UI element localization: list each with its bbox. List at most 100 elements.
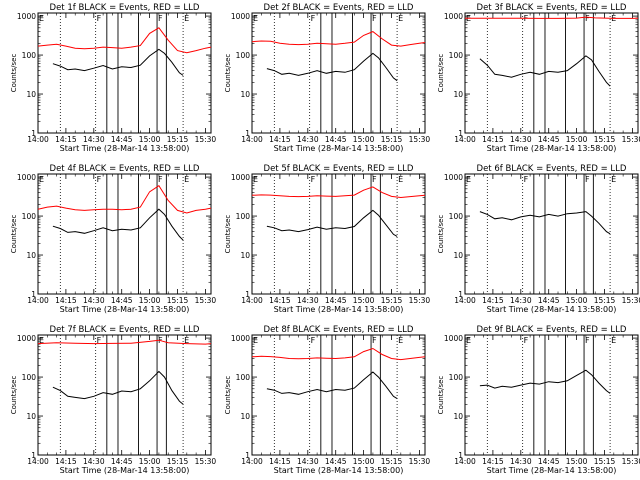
- segment-marker: F: [585, 175, 590, 184]
- x-tick-label: 14:00: [27, 457, 49, 466]
- segment-marker: E: [398, 14, 403, 23]
- x-tick-label: 14:45: [325, 135, 347, 144]
- x-tick-label: 15:00: [566, 135, 588, 144]
- series-events-line: [266, 371, 398, 400]
- segment-marker: E: [253, 175, 258, 184]
- x-tick-label: 14:45: [111, 457, 133, 466]
- x-tick-label: 14:45: [111, 296, 133, 305]
- y-tick-label: 1000: [17, 173, 36, 182]
- y-tick-label: 1: [31, 129, 36, 138]
- x-tick-label: 15:15: [594, 457, 616, 466]
- x-tick-label: 15:15: [167, 457, 189, 466]
- segment-marker: F: [158, 175, 163, 184]
- x-axis-label: Start Time (28-Mar-14 13:58:00): [60, 144, 190, 153]
- x-tick-label: 14:00: [241, 296, 263, 305]
- segment-marker: F: [524, 175, 529, 184]
- y-tick-label: 10: [240, 90, 250, 99]
- y-tick-label: 1000: [231, 334, 250, 343]
- x-tick-label: 15:30: [195, 296, 217, 305]
- y-tick-label: 100: [449, 212, 464, 221]
- x-tick-label: 15:00: [139, 457, 161, 466]
- x-tick-label: 15:15: [167, 296, 189, 305]
- x-tick-label: 14:00: [241, 135, 263, 144]
- x-tick-label: 14:30: [83, 296, 105, 305]
- segment-marker: F: [372, 336, 377, 345]
- x-tick-label: 14:30: [510, 296, 532, 305]
- segment-marker: F: [372, 175, 377, 184]
- x-tick-label: 15:15: [381, 457, 403, 466]
- series-lld-line: [37, 339, 212, 345]
- segment-marker: F: [158, 14, 163, 23]
- segment-marker: F: [311, 175, 316, 184]
- y-tick-label: 100: [22, 51, 37, 60]
- segment-marker: E: [611, 175, 616, 184]
- series-lld-line: [251, 347, 426, 361]
- y-tick-label: 1: [245, 451, 250, 460]
- segment-marker: F: [97, 14, 102, 23]
- y-axis-label: Counts/sec: [10, 376, 18, 415]
- segment-marker: E: [398, 336, 403, 345]
- segment-marker: E: [184, 175, 189, 184]
- x-tick-label: 14:30: [510, 135, 532, 144]
- x-tick-label: 14:15: [269, 135, 291, 144]
- x-tick-label: 14:45: [111, 135, 133, 144]
- x-tick-label: 15:30: [622, 135, 640, 144]
- y-tick-label: 1000: [444, 173, 463, 182]
- y-tick-label: 10: [453, 251, 463, 260]
- series-events-line: [52, 370, 184, 405]
- panel-title: Det 6f BLACK = Events, RED = LLD: [477, 164, 627, 174]
- x-tick-label: 15:15: [381, 135, 403, 144]
- x-tick-label: 14:15: [55, 457, 77, 466]
- y-axis-label: Counts/sec: [437, 215, 445, 254]
- x-axis-label: Start Time (28-Mar-14 13:58:00): [274, 466, 404, 475]
- y-tick-label: 10: [453, 90, 463, 99]
- x-tick-label: 14:15: [482, 296, 504, 305]
- y-axis-label: Counts/sec: [224, 54, 232, 93]
- segment-marker: E: [184, 14, 189, 23]
- x-tick-label: 14:45: [538, 135, 560, 144]
- x-tick-label: 14:15: [55, 135, 77, 144]
- y-tick-label: 10: [26, 412, 36, 421]
- x-tick-label: 15:00: [139, 296, 161, 305]
- x-tick-label: 15:30: [195, 135, 217, 144]
- x-tick-label: 15:30: [409, 296, 431, 305]
- x-axis-label: Start Time (28-Mar-14 13:58:00): [487, 144, 617, 153]
- y-tick-label: 1000: [17, 12, 36, 21]
- y-tick-label: 1: [245, 290, 250, 299]
- segment-marker: E: [39, 14, 44, 23]
- panel-title: Det 5f BLACK = Events, RED = LLD: [264, 164, 414, 174]
- y-tick-label: 1000: [17, 334, 36, 343]
- panel-title: Det 1f BLACK = Events, RED = LLD: [50, 3, 200, 13]
- x-tick-label: 15:30: [409, 457, 431, 466]
- x-axis-label: Start Time (28-Mar-14 13:58:00): [274, 144, 404, 153]
- x-tick-label: 14:15: [269, 296, 291, 305]
- x-tick-label: 15:30: [409, 135, 431, 144]
- x-axis-label: Start Time (28-Mar-14 13:58:00): [60, 466, 190, 475]
- y-tick-label: 100: [449, 51, 464, 60]
- x-tick-label: 14:00: [454, 135, 476, 144]
- y-tick-label: 1: [31, 451, 36, 460]
- segment-marker: E: [184, 336, 189, 345]
- x-tick-label: 14:30: [83, 135, 105, 144]
- segment-marker: E: [611, 336, 616, 345]
- series-events-line: [479, 55, 611, 87]
- x-tick-label: 14:45: [538, 296, 560, 305]
- panel-title: Det 9f BLACK = Events, RED = LLD: [477, 325, 627, 335]
- x-tick-label: 14:15: [482, 457, 504, 466]
- x-tick-label: 14:15: [55, 296, 77, 305]
- x-tick-label: 14:15: [482, 135, 504, 144]
- y-tick-label: 100: [22, 212, 37, 221]
- x-tick-label: 14:30: [297, 457, 319, 466]
- y-tick-label: 1000: [231, 173, 250, 182]
- x-tick-label: 15:15: [381, 296, 403, 305]
- x-tick-label: 14:00: [454, 296, 476, 305]
- x-tick-label: 15:00: [566, 457, 588, 466]
